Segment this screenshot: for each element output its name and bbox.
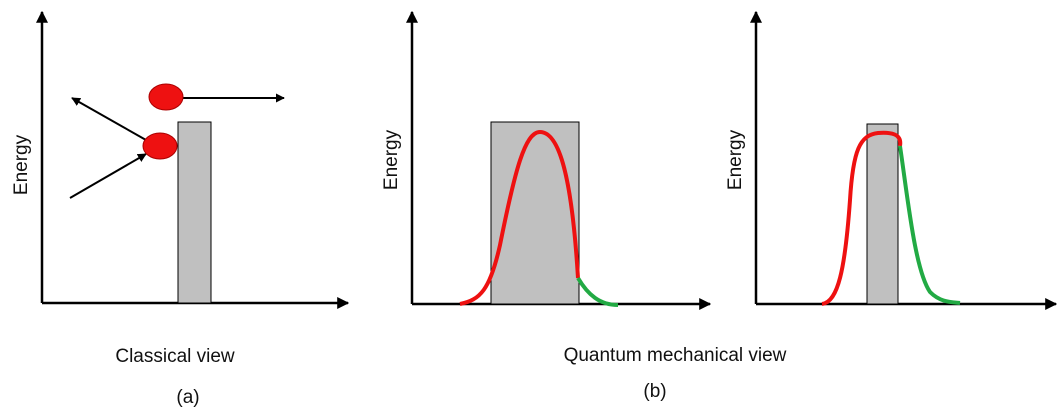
barrier (866, 123, 899, 305)
panel-quantum-wide: Energy (381, 10, 712, 310)
y-axis-label: Energy (725, 129, 746, 190)
caption: Classical view (115, 346, 235, 367)
barrier (177, 121, 212, 304)
wavefunction-inside (459, 129, 580, 306)
caption: Quantum mechanical view (564, 345, 787, 366)
panel-tag: (b) (643, 381, 666, 402)
panel-quantum-narrow: Energy (725, 10, 1058, 310)
particle (142, 132, 178, 160)
wavefunction-transmitted (576, 276, 619, 307)
incoming-arrow (69, 153, 147, 199)
y-axis-label: Energy (381, 129, 402, 190)
panel-classical: Energy (11, 10, 350, 309)
particle (148, 83, 184, 111)
barrier (490, 121, 580, 305)
panel-tag: (a) (176, 387, 199, 408)
y-axis-label: Energy (11, 134, 32, 195)
reflected-arrow (71, 97, 147, 141)
wavefunction-transmitted (898, 145, 961, 305)
wavefunction-inside (821, 130, 903, 306)
